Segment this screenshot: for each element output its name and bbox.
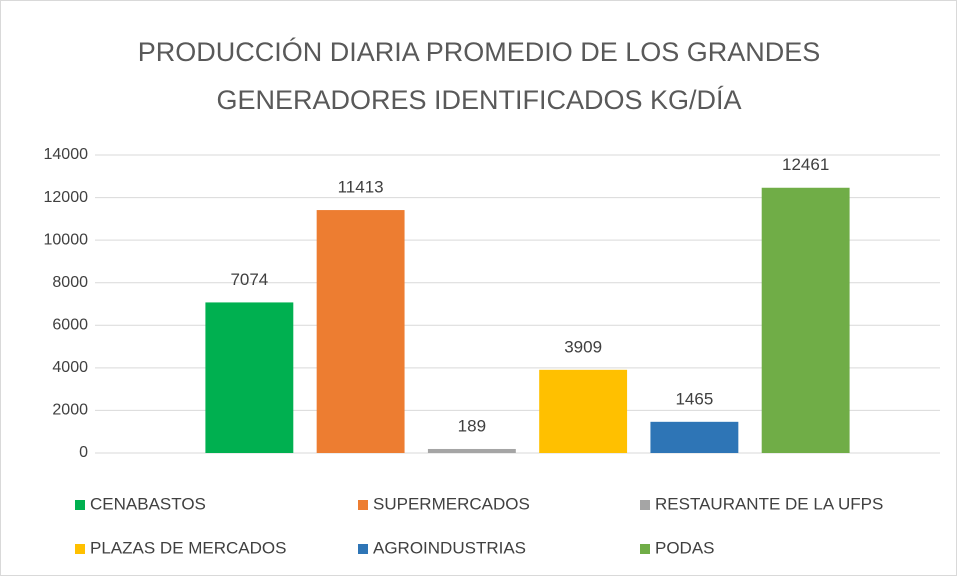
bar — [316, 210, 405, 453]
bar — [539, 369, 628, 453]
y-tick-label: 12000 — [44, 189, 89, 206]
legend-swatch — [358, 544, 368, 554]
y-tick-label: 8000 — [52, 274, 88, 291]
legend-swatch — [75, 500, 85, 510]
y-tick-label: 14000 — [44, 146, 89, 163]
legend-label: PLAZAS DE MERCADOS — [90, 538, 287, 557]
y-tick-label: 0 — [79, 444, 88, 461]
legend-label: PODAS — [655, 538, 715, 557]
legend-swatch — [640, 500, 650, 510]
bar — [427, 448, 516, 453]
bar — [205, 302, 294, 453]
data-label: 11413 — [338, 178, 384, 197]
legend-label: SUPERMERCADOS — [373, 494, 530, 513]
data-label: 1465 — [675, 389, 713, 408]
legend-swatch — [75, 544, 85, 554]
bar — [761, 187, 850, 453]
legend-swatch — [640, 544, 650, 554]
data-label: 189 — [458, 416, 486, 435]
chart-title: PRODUCCIÓN DIARIA PROMEDIO DE LOS GRANDE… — [137, 37, 821, 115]
legend-label: CENABASTOS — [90, 494, 206, 513]
legend-label: AGROINDUSTRIAS — [373, 538, 526, 557]
y-tick-label: 2000 — [52, 402, 88, 419]
legend-swatch — [358, 500, 368, 510]
legend-label: RESTAURANTE DE LA UFPS — [655, 494, 883, 513]
bar — [650, 421, 739, 453]
data-label: 12461 — [782, 155, 829, 174]
data-label: 7074 — [230, 270, 268, 289]
data-label: 3909 — [564, 337, 602, 356]
y-tick-label: 4000 — [52, 359, 88, 376]
y-tick-label: 6000 — [52, 317, 88, 334]
y-tick-label: 10000 — [44, 231, 89, 248]
